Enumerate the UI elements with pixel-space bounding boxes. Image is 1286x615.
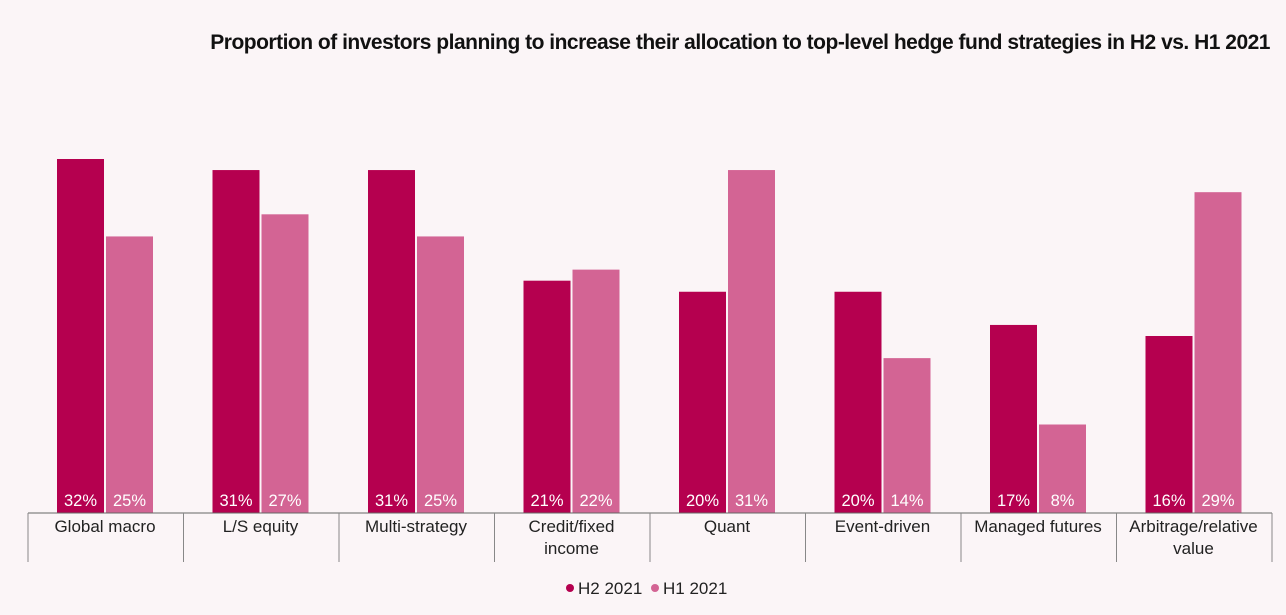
bar-h2-7 [1145,336,1193,513]
category-labels-group: Global macro L/S equity Multi-strategy Cred… [54,517,1257,558]
bar-h1-6 [1039,424,1086,513]
value-label: 14% [890,492,923,510]
legend-marker [566,584,574,592]
bar-h2-1 [212,170,260,513]
value-label: 16% [1152,492,1185,510]
bar-h2-2 [368,170,415,513]
value-labels-group: 32% 25% 31% 27% 31% 25% 21% 22% 20% 31% 20% 14% 17% 8… [64,492,1235,510]
value-label: 8% [1051,492,1075,510]
category-label: Arbitrage/relative [1129,517,1258,536]
value-label: 21% [530,492,563,510]
value-label: 32% [64,492,97,510]
category-label: value [1173,539,1214,558]
bar-h2-6 [990,324,1037,513]
bar-h1-0 [106,236,153,513]
legend-label: H2 2021 [578,579,642,598]
value-label: 31% [219,492,252,510]
x-axis [27,512,1273,562]
value-label: 20% [841,492,874,510]
bar-h1-2 [417,236,464,513]
value-label: 25% [424,492,457,510]
value-label: 20% [686,492,719,510]
legend-marker [651,584,659,592]
bars-group [57,159,1242,513]
category-label: Multi-strategy [365,517,468,536]
bar-h2-5 [834,291,882,513]
bar-h1-4 [728,170,775,513]
category-label: income [544,539,599,558]
bar-h1-5 [883,358,931,513]
value-label: 31% [735,492,768,510]
bar-h2-4 [679,291,726,513]
value-label: 27% [268,492,301,510]
bar-h1-3 [572,269,620,513]
value-label: 31% [375,492,408,510]
chart-title: Proportion of investors planning to incr… [210,31,1270,54]
category-label: L/S equity [223,517,299,536]
value-label: 25% [113,492,146,510]
category-label: Global macro [54,517,155,536]
category-label: Managed futures [974,517,1102,536]
bar-h1-7 [1194,192,1242,513]
value-label: 17% [997,492,1030,510]
category-label: Quant [704,517,751,536]
bar-h2-0 [57,159,104,513]
bar-h1-1 [261,214,309,513]
value-label: 22% [579,492,612,510]
bar-h2-3 [523,280,571,513]
category-label: Event-driven [835,517,930,536]
legend-label: H1 2021 [663,579,727,598]
category-label: Credit/fixed [529,517,615,536]
value-label: 29% [1201,492,1234,510]
legend: H2 2021 H1 2021 [566,579,727,598]
